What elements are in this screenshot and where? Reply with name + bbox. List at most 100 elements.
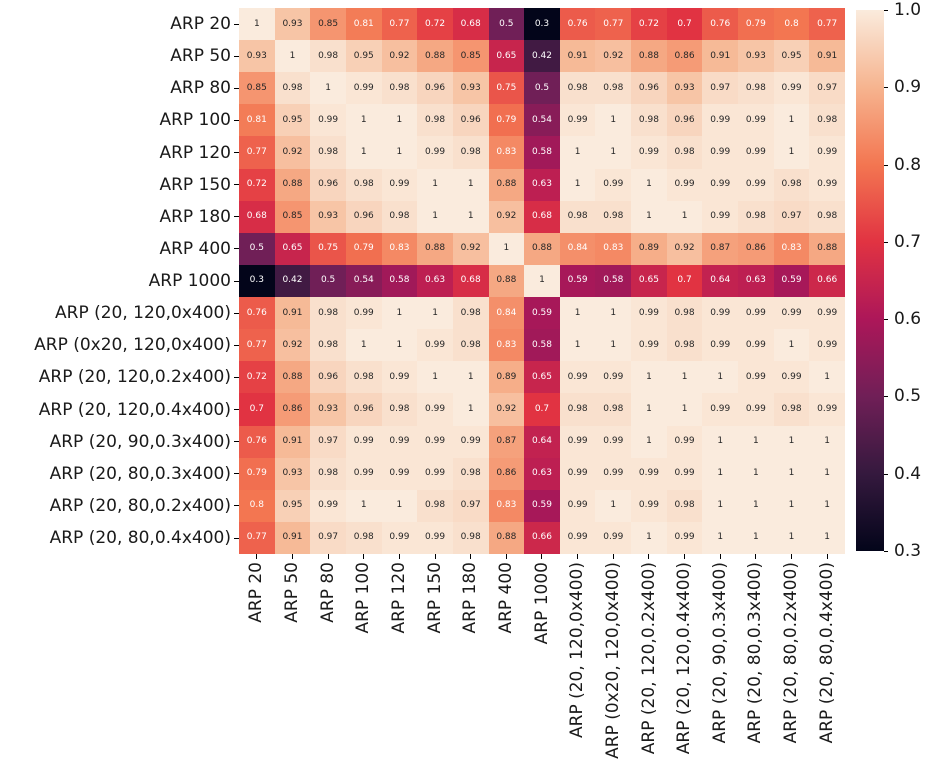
heatmap-cell: 0.99 — [381, 425, 418, 458]
heatmap-cell: 0.83 — [595, 232, 632, 265]
heatmap-cell: 0.99 — [595, 457, 632, 490]
heatmap-cell: 0.98 — [666, 297, 703, 330]
heatmap-cell: 0.83 — [488, 329, 525, 362]
colorbar-tick-mark — [884, 241, 888, 243]
heatmap-cell: 0.98 — [381, 72, 418, 105]
heatmap-cell: 0.87 — [702, 232, 739, 265]
x-tick-mark — [577, 554, 579, 559]
heatmap-cell: 0.99 — [345, 457, 382, 490]
heatmap-cell: 0.95 — [274, 104, 311, 137]
colorbar-tick-label: 0.8 — [894, 154, 922, 175]
heatmap-cell: 0.98 — [559, 72, 596, 105]
colorbar-tick-label: 0.5 — [894, 386, 922, 407]
heatmap-cell: 0.99 — [738, 297, 774, 330]
heatmap-cell: 0.77 — [239, 329, 275, 362]
heatmap-cell: 0.99 — [702, 104, 739, 137]
heatmap-cell: 1 — [595, 329, 632, 362]
x-tick-mark — [363, 554, 365, 559]
heatmap-cell: 0.65 — [631, 264, 667, 298]
heatmap-cell: 0.99 — [345, 72, 382, 105]
y-tick: ARP (20, 120,0x400) — [0, 297, 239, 329]
heatmap-cell: 0.99 — [809, 297, 845, 330]
heatmap-cell: 0.65 — [274, 232, 311, 265]
heatmap-cell: 0.65 — [524, 361, 560, 394]
heatmap-cell: 0.98 — [310, 329, 346, 362]
heatmap-cell: 0.88 — [631, 40, 667, 73]
heatmap-cell: 0.63 — [738, 264, 774, 298]
colorbar-tick-mark — [884, 10, 888, 11]
heatmap-cell: 0.88 — [488, 521, 525, 554]
colorbar-tick-mark — [884, 551, 888, 552]
heatmap-cell: 0.85 — [239, 72, 275, 105]
x-tick-label: ARP 20 — [246, 562, 267, 623]
heatmap-cell: 0.8 — [773, 8, 810, 41]
heatmap-cell: 0.77 — [381, 8, 418, 41]
heatmap-cell: 0.99 — [595, 425, 632, 458]
heatmap-cell: 0.5 — [310, 264, 346, 298]
heatmap-cell: 1 — [809, 361, 845, 394]
heatmap-cell: 0.91 — [702, 40, 739, 73]
y-tick-mark — [234, 344, 239, 346]
heatmap-cell: 0.98 — [452, 521, 489, 554]
heatmap-cell: 0.98 — [345, 168, 382, 201]
heatmap-cell: 0.93 — [239, 40, 275, 73]
heatmap-cell: 1 — [381, 297, 418, 330]
heatmap-cell: 0.99 — [381, 521, 418, 554]
heatmap-cell: 0.76 — [702, 8, 739, 41]
y-tick-label: ARP 180 — [159, 206, 231, 227]
heatmap-cell: 0.98 — [452, 329, 489, 362]
heatmap-cell: 0.98 — [666, 489, 703, 522]
heatmap-cell: 0.3 — [524, 8, 560, 41]
heatmap-cell: 0.99 — [738, 104, 774, 137]
heatmap-cell: 1 — [666, 393, 703, 426]
heatmap-cell: 1 — [595, 489, 632, 522]
heatmap-cell: 0.5 — [239, 232, 275, 265]
heatmap-cell: 0.63 — [417, 264, 453, 298]
y-tick: ARP (20, 80,0.4x400) — [0, 522, 239, 554]
heatmap-cell: 0.88 — [274, 361, 311, 394]
heatmap-cell: 0.99 — [738, 361, 774, 394]
heatmap-cell: 0.98 — [595, 200, 632, 233]
heatmap-cell: 0.76 — [239, 297, 275, 330]
heatmap-cell: 0.96 — [631, 72, 667, 105]
heatmap-cell: 0.98 — [417, 104, 453, 137]
y-tick: ARP (20, 90,0.3x400) — [0, 426, 239, 458]
y-tick-mark — [234, 473, 239, 475]
heatmap-cell: 0.99 — [702, 329, 739, 362]
heatmap-cell: 0.88 — [417, 40, 453, 73]
heatmap-cell: 0.99 — [702, 200, 739, 233]
heatmap-cell: 0.92 — [274, 136, 311, 169]
heatmap-cell: 0.86 — [738, 232, 774, 265]
heatmap-cell: 0.97 — [809, 72, 845, 105]
heatmap-cell: 0.42 — [524, 40, 560, 73]
heatmap-cell: 0.99 — [666, 457, 703, 490]
x-tick: ARP 100 — [346, 554, 382, 777]
x-tick-label: ARP 1000 — [531, 562, 552, 645]
heatmap-cell: 1 — [773, 136, 810, 169]
heatmap-cell: 1 — [631, 521, 667, 554]
heatmap-cell: 0.91 — [559, 40, 596, 73]
heatmap-cell: 0.92 — [488, 393, 525, 426]
heatmap-cell: 0.96 — [310, 361, 346, 394]
heatmap-cell: 0.81 — [345, 8, 382, 41]
heatmap-cell: 1 — [738, 521, 774, 554]
heatmap-cell: 0.58 — [524, 329, 560, 362]
heatmap-cell: 1 — [631, 425, 667, 458]
heatmap-cell: 1 — [452, 168, 489, 201]
heatmap-cell: 0.83 — [773, 232, 810, 265]
x-tick: ARP (20, 80,0.3x400) — [738, 554, 774, 777]
y-axis: ARP 20 ARP 50 ARP 80 ARP 100 ARP 120 ARP 150 A… — [0, 8, 239, 554]
heatmap-cell: 0.99 — [417, 425, 453, 458]
heatmap-cell: 1 — [345, 329, 382, 362]
heatmap-cell: 0.98 — [274, 72, 311, 105]
heatmap-cell: 0.5 — [488, 8, 525, 41]
heatmap-cell: 0.68 — [452, 264, 489, 298]
heatmap-cell: 1 — [559, 168, 596, 201]
heatmap-cell: 0.88 — [488, 168, 525, 201]
x-tick-label: ARP (20, 120,0x400) — [567, 562, 588, 738]
heatmap-cell: 0.98 — [666, 136, 703, 169]
heatmap-cell: 0.98 — [310, 457, 346, 490]
heatmap-cell: 0.99 — [417, 329, 453, 362]
x-tick-mark — [826, 554, 828, 559]
heatmap-cell: 0.98 — [452, 136, 489, 169]
